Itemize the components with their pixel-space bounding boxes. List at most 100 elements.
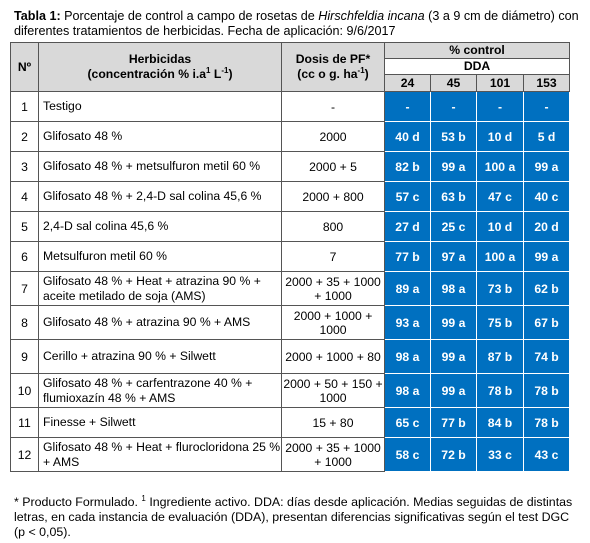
- dose-cell: 2000 + 35 + 1000 + 1000: [281, 271, 385, 306]
- control-value-cell: 84 b: [476, 407, 524, 438]
- control-value-cell: 57 c: [384, 181, 431, 212]
- row-number: 10: [10, 373, 39, 408]
- header-dda-col: 24: [384, 74, 431, 92]
- herbicide-cell: Glifosato 48 % + Heat + atrazina 90 % + …: [38, 271, 282, 306]
- control-value-cell: 99 a: [522, 151, 571, 182]
- row-number: 9: [10, 339, 39, 374]
- control-value-cell: 58 c: [384, 437, 431, 472]
- table-row: 10 Glifosato 48 % + carfentrazone 40 % + …: [10, 373, 571, 408]
- table-row: 8 Glifosato 48 % + atrazina 90 % + AMS 200…: [10, 305, 571, 340]
- control-value-cell: 75 b: [476, 305, 524, 340]
- herbicide-cell: Testigo: [38, 91, 282, 122]
- dose-cell: 2000 + 800: [281, 181, 385, 212]
- header-dose-line2: (cc o g. ha-1): [297, 65, 369, 81]
- control-value-cell: -: [476, 91, 524, 122]
- dose-cell: 2000 + 1000 + 1000: [281, 305, 385, 340]
- control-value-cell: 77 b: [430, 407, 477, 438]
- control-value-cell: 33 c: [476, 437, 524, 472]
- herbicide-cell: Glifosato 48 % + Heat + flurocloridona 2…: [38, 437, 282, 472]
- control-value-cell: 63 b: [430, 181, 477, 212]
- control-value-cell: 100 a: [476, 151, 524, 182]
- results-table: Nº Herbicidas (concentración % i.a1 L-1)…: [10, 42, 571, 472]
- table-row: 3 Glifosato 48 % + metsulfuron metil 60 %…: [10, 151, 571, 182]
- control-value-cell: 62 b: [522, 271, 571, 306]
- control-value-cell: 74 b: [522, 339, 571, 374]
- table-row: 7 Glifosato 48 % + Heat + atrazina 90 % +…: [10, 271, 571, 306]
- control-value-cell: 67 b: [522, 305, 571, 340]
- dose-cell: 7: [281, 241, 385, 272]
- control-value-cell: 89 a: [384, 271, 431, 306]
- row-number: 8: [10, 305, 39, 340]
- control-value-cell: 99 a: [430, 151, 477, 182]
- table-row: 12 Glifosato 48 % + Heat + flurocloridona…: [10, 437, 571, 472]
- row-number: 3: [10, 151, 39, 182]
- header-dose: Dosis de PF* (cc o g. ha-1): [281, 42, 385, 92]
- row-number: 5: [10, 211, 39, 242]
- row-number: 12: [10, 437, 39, 472]
- dose-cell: 2000 + 35 + 1000 + 1000: [281, 437, 385, 472]
- herbicide-cell: Glifosato 48 % + atrazina 90 % + AMS: [38, 305, 282, 340]
- control-value-cell: 25 c: [430, 211, 477, 242]
- control-value-cell: 43 c: [522, 437, 571, 472]
- caption-text-before: Porcentaje de control a campo de rosetas…: [60, 9, 319, 23]
- control-value-cell: 73 b: [476, 271, 524, 306]
- row-number: 11: [10, 407, 39, 438]
- dose-cell: 2000: [281, 121, 385, 152]
- header-herbicides: Herbicidas (concentración % i.a1 L-1): [38, 42, 282, 92]
- header-herbicides-line2: (concentración % i.a1 L-1): [87, 65, 233, 81]
- dose-cell: 2000 + 5: [281, 151, 385, 182]
- herbicide-cell: 2,4-D sal colina 45,6 %: [38, 211, 282, 242]
- control-value-cell: 99 a: [430, 305, 477, 340]
- control-value-cell: 65 c: [384, 407, 431, 438]
- control-value-cell: -: [522, 91, 571, 122]
- herbicide-cell: Cerillo + atrazina 90 % + Silwett: [38, 339, 282, 374]
- control-value-cell: 53 b: [430, 121, 477, 152]
- dose-cell: 800: [281, 211, 385, 242]
- header-dose-line1: Dosis de PF*: [295, 52, 371, 66]
- control-value-cell: 10 d: [476, 211, 524, 242]
- header-dda: DDA: [383, 58, 571, 75]
- control-value-cell: 98 a: [384, 339, 431, 374]
- control-value-cell: -: [384, 91, 431, 122]
- herbicide-cell: Glifosato 48 % + metsulfuron metil 60 %: [38, 151, 282, 182]
- header-no: Nº: [10, 42, 39, 92]
- table-caption: Tabla 1: Porcentaje de control a campo d…: [14, 9, 580, 38]
- header-pct-control: % control: [383, 42, 571, 59]
- dose-cell: -: [281, 91, 385, 122]
- control-value-cell: 77 b: [384, 241, 431, 272]
- control-value-cell: 99 a: [430, 339, 477, 374]
- row-number: 2: [10, 121, 39, 152]
- control-value-cell: 10 d: [476, 121, 524, 152]
- dose-cell: 15 + 80: [281, 407, 385, 438]
- table-row: 6 Metsulfuron metil 60 % 7 77 b 97 a 100 a 99 …: [10, 241, 571, 272]
- row-number: 6: [10, 241, 39, 272]
- control-value-cell: 40 c: [522, 181, 571, 212]
- header-dda-col: 45: [430, 74, 477, 92]
- header-dda-col: 101: [476, 74, 524, 92]
- control-value-cell: 78 b: [476, 373, 524, 408]
- herbicide-cell: Glifosato 48 %: [38, 121, 282, 152]
- control-value-cell: 98 a: [430, 271, 477, 306]
- control-value-cell: 98 a: [384, 373, 431, 408]
- table-footnote: * Producto Formulado. 1 Ingrediente acti…: [14, 493, 573, 539]
- control-value-cell: 99 a: [430, 373, 477, 408]
- table-row: 4 Glifosato 48 % + 2,4-D sal colina 45,6 …: [10, 181, 571, 212]
- herbicide-cell: Glifosato 48 % + 2,4-D sal colina 45,6 %: [38, 181, 282, 212]
- herbicide-cell: Glifosato 48 % + carfentrazone 40 % + fl…: [38, 373, 282, 408]
- row-number: 4: [10, 181, 39, 212]
- control-value-cell: 78 b: [522, 373, 571, 408]
- control-value-cell: 97 a: [430, 241, 477, 272]
- table-row: 1 Testigo - - - - -: [10, 91, 571, 122]
- dose-cell: 2000 + 50 + 150 + 1000: [281, 373, 385, 408]
- control-value-cell: -: [430, 91, 477, 122]
- table-row: 11 Finesse + Silwett 15 + 80 65 c 77 b 84 b 78…: [10, 407, 571, 438]
- control-value-cell: 20 d: [522, 211, 571, 242]
- row-number: 7: [10, 271, 39, 306]
- caption-species: Hirschfeldia incana: [318, 9, 425, 23]
- control-value-cell: 100 a: [476, 241, 524, 272]
- control-value-cell: 93 a: [384, 305, 431, 340]
- herbicide-cell: Finesse + Silwett: [38, 407, 282, 438]
- header-herbicides-line1: Herbicidas: [128, 52, 192, 66]
